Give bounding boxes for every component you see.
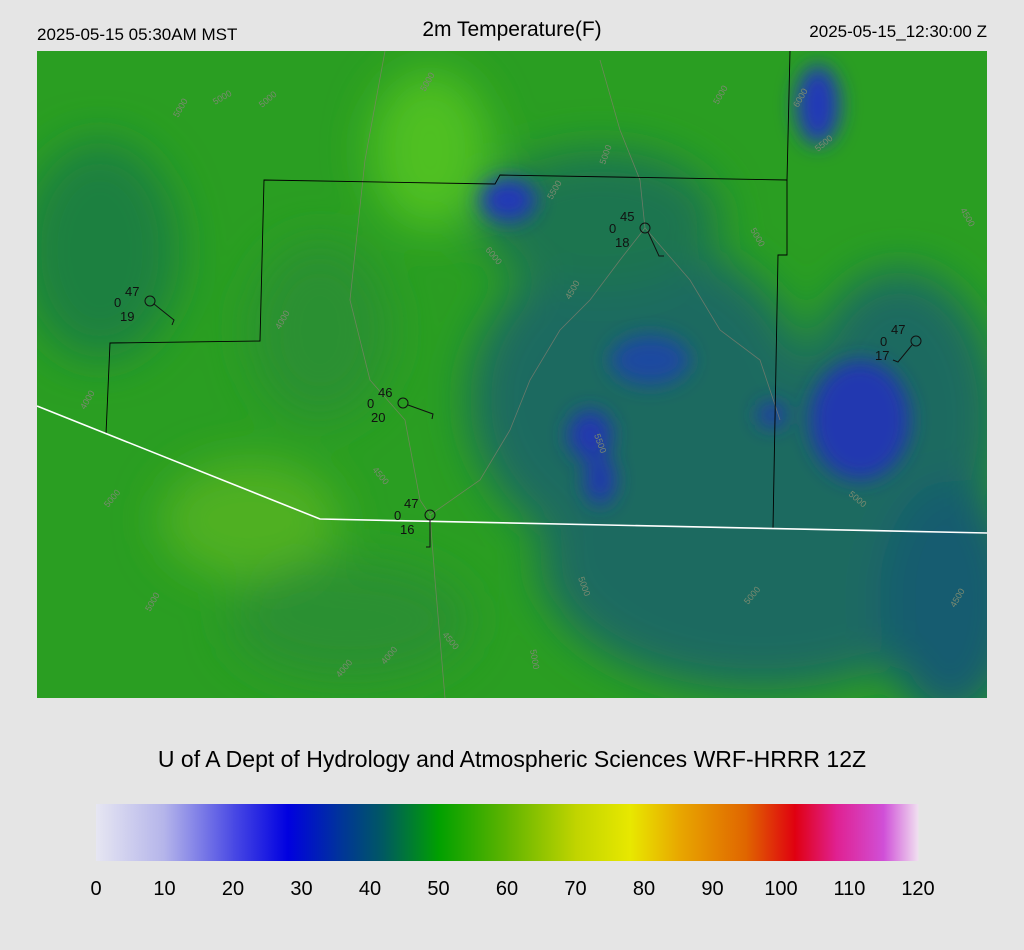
wind-barb bbox=[647, 231, 664, 257]
state-border bbox=[37, 405, 987, 534]
colorbar-segment bbox=[575, 804, 631, 861]
colorbar-tick-label: 10 bbox=[153, 878, 175, 900]
colorbar: 0 10 20 30 40 50 60 70 80 90 100 110 120 bbox=[90, 804, 935, 900]
wind-barb bbox=[407, 404, 434, 420]
footer: U of A Dept of Hydrology and Atmospheric… bbox=[158, 746, 866, 772]
colorbar-tick-label: 50 bbox=[427, 878, 449, 900]
temperature: 45 bbox=[620, 209, 634, 224]
colorbar-segment bbox=[678, 804, 748, 861]
temperature: 47 bbox=[891, 322, 905, 337]
station-plot: 47 0 16 bbox=[394, 496, 436, 548]
dewpoint: 16 bbox=[400, 522, 414, 537]
station-plot: 46 0 20 bbox=[367, 385, 434, 425]
station-circle bbox=[639, 222, 651, 234]
valid-time: 2025-05-15_12:30:00 Z bbox=[809, 22, 987, 41]
station-flag: 0 bbox=[394, 508, 401, 523]
colorbar-segment bbox=[883, 804, 919, 861]
temperature: 46 bbox=[378, 385, 392, 400]
colorbar-segment bbox=[335, 804, 385, 861]
colorbar-segment bbox=[794, 804, 837, 861]
colorbar-tick-label: 0 bbox=[90, 878, 101, 900]
colorbar-tick-label: 20 bbox=[222, 878, 244, 900]
colorbar-tick-label: 120 bbox=[901, 878, 934, 900]
temperature: 47 bbox=[404, 496, 418, 511]
station-circle bbox=[910, 335, 922, 347]
colorbar-tick-label: 90 bbox=[701, 878, 723, 900]
colorbar-tick-label: 30 bbox=[290, 878, 312, 900]
station-circle bbox=[397, 397, 409, 409]
colorbar-segment bbox=[233, 804, 289, 861]
colorbar-segment bbox=[164, 804, 234, 861]
colorbar-segment bbox=[438, 804, 508, 861]
colorbar-tick-label: 100 bbox=[764, 878, 797, 900]
colorbar-tick-label: 110 bbox=[834, 878, 866, 900]
contour-label: 5000 bbox=[528, 649, 541, 670]
station-circle bbox=[144, 295, 156, 307]
station-plot: 47 0 19 bbox=[114, 284, 175, 326]
colorbar-segment bbox=[835, 804, 885, 861]
station-flag: 0 bbox=[609, 221, 616, 236]
station-flag: 0 bbox=[880, 334, 887, 349]
station-plot: 45 0 18 bbox=[609, 209, 664, 257]
colorbar-segment bbox=[746, 804, 796, 861]
title: 2m Temperature(F) bbox=[422, 18, 601, 41]
dewpoint: 19 bbox=[120, 309, 134, 324]
dewpoint: 17 bbox=[875, 348, 889, 363]
colorbar-tick-label: 60 bbox=[496, 878, 518, 900]
dewpoint: 20 bbox=[371, 410, 385, 425]
colorbar-segment bbox=[383, 804, 439, 861]
wind-barb bbox=[892, 344, 913, 363]
station-flag: 0 bbox=[114, 295, 121, 310]
colorbar-segment bbox=[507, 804, 576, 861]
colorbar-segment bbox=[630, 804, 679, 861]
colorbar-tick-label: 70 bbox=[564, 878, 586, 900]
temperature: 47 bbox=[125, 284, 139, 299]
map: 5000 5000 5000 5000 6000 5500 5000 6000 … bbox=[37, 51, 987, 698]
station-plot: 47 0 17 bbox=[875, 322, 922, 363]
borders bbox=[105, 51, 791, 529]
dewpoint: 18 bbox=[615, 235, 629, 250]
local-time: 2025-05-15 05:30AM MST bbox=[37, 25, 237, 44]
colorbar-tick-label: 80 bbox=[633, 878, 655, 900]
wind-barb bbox=[426, 520, 431, 548]
roads bbox=[349, 51, 781, 698]
station-flag: 0 bbox=[367, 396, 374, 411]
colorbar-segment bbox=[287, 804, 337, 861]
wind-barb bbox=[153, 303, 175, 326]
colorbar-tick-label: 40 bbox=[359, 878, 381, 900]
colorbar-segment bbox=[96, 804, 165, 861]
